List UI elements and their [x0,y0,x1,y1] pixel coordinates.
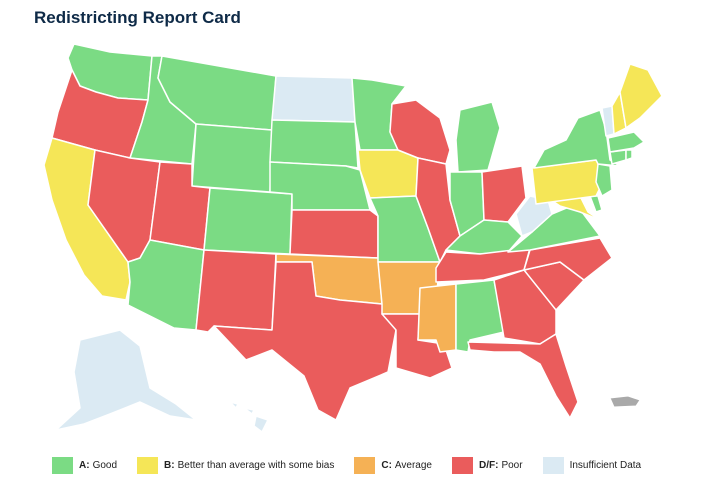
state-ak[interactable] [55,329,197,431]
legend-grade: B: [164,459,175,471]
state-ny[interactable] [533,109,621,169]
state-nd[interactable] [271,75,356,123]
state-fl[interactable] [467,333,579,419]
state-ma[interactable] [607,131,645,153]
legend-item: A: Good [52,456,118,474]
state-ks[interactable] [289,209,379,259]
state-nm[interactable] [195,249,277,333]
legend-swatch [354,456,376,474]
state-de[interactable] [589,195,603,213]
territory-puerto-rico [609,395,641,408]
legend: A: Good B: Better than average with some bi… [52,455,661,475]
legend-swatch [137,456,159,474]
state-ia[interactable] [357,149,419,199]
legend-label: Better than average with some bias [177,459,335,471]
legend-swatch [452,456,473,474]
state-nj[interactable] [595,163,613,197]
state-mi[interactable] [455,101,501,173]
legend-item: D/F: Poor [452,456,523,474]
legend-label: Poor [501,459,523,471]
legend-label: Good [92,459,118,471]
legend-label: Insufficient Data [569,459,642,471]
legend-item: B: Better than average with some bias [137,456,335,474]
state-hi[interactable] [229,401,269,433]
state-sd[interactable] [269,119,359,169]
legend-item: Insufficient Data [542,456,642,474]
page-title: Redistricting Report Card [34,8,241,27]
legend-swatch [542,456,564,474]
legend-item: C: Average [354,456,432,474]
us-map [43,43,663,433]
state-ri[interactable] [625,149,633,161]
legend-grade: D/F: [479,459,499,471]
state-me[interactable] [619,63,663,129]
legend-grade: C: [381,459,392,471]
state-wy[interactable] [191,123,273,193]
state-oh[interactable] [481,165,527,223]
state-co[interactable] [203,187,293,255]
legend-swatch [52,456,73,474]
state-tx[interactable] [213,261,397,421]
legend-label: Average [394,459,432,471]
legend-grade: A: [79,459,90,471]
